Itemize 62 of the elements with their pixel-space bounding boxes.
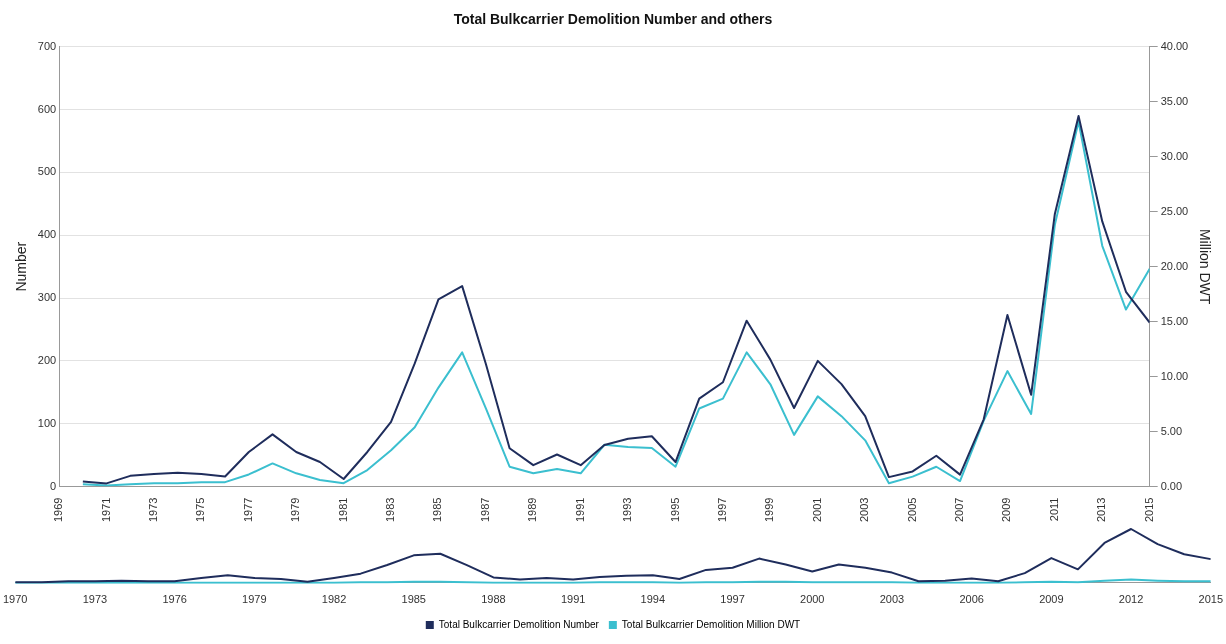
x-tick-label: 1973 bbox=[147, 497, 160, 523]
x-tick-label: 1971 bbox=[99, 497, 112, 523]
x-tick-label: 1981 bbox=[336, 497, 349, 523]
x-tick-label: 1997 bbox=[715, 497, 728, 523]
x-tick-label: 1982 bbox=[321, 593, 347, 606]
x-tick-label: 1976 bbox=[162, 593, 187, 606]
x-tick-label: 1987 bbox=[478, 497, 491, 523]
x-tick-label: 1983 bbox=[384, 497, 397, 523]
x-tick-label: 2015 bbox=[1142, 497, 1155, 523]
x-tick-label: 2007 bbox=[953, 497, 966, 523]
x-tick-label: 1977 bbox=[241, 497, 254, 523]
x-tick-label: 1973 bbox=[82, 593, 108, 606]
x-tick-label: 1991 bbox=[560, 593, 586, 606]
x-tick-label: 1994 bbox=[640, 593, 666, 606]
x-tick-label: 2011 bbox=[1047, 497, 1060, 522]
x-tick-label: 2003 bbox=[858, 497, 871, 523]
x-tick-label: 2009 bbox=[1039, 593, 1064, 606]
x-tick-label: 2001 bbox=[810, 497, 823, 523]
y2-axis-title: Million DWT bbox=[1196, 228, 1213, 305]
x-tick-label: 2015 bbox=[1198, 593, 1224, 606]
x-tick-label: 1979 bbox=[242, 593, 267, 606]
y2-tick-label: 25.00 bbox=[1160, 204, 1189, 217]
y-tick-label: 400 bbox=[37, 228, 57, 241]
x-tick-label: 1989 bbox=[526, 497, 539, 523]
x-tick-label: 1991 bbox=[573, 497, 586, 523]
x-tick-label: 1999 bbox=[763, 497, 776, 523]
legend-label: Total Bulkcarrier Demolition Number bbox=[438, 618, 600, 630]
x-tick-label: 1995 bbox=[668, 497, 681, 523]
y-axis-title: Number bbox=[13, 241, 30, 292]
y-tick-label: 200 bbox=[37, 353, 57, 366]
x-tick-label: 1969 bbox=[52, 497, 65, 523]
x-tick-label: 2013 bbox=[1095, 497, 1108, 523]
y-tick-label: 500 bbox=[37, 165, 57, 178]
x-tick-label: 1970 bbox=[2, 593, 28, 606]
x-tick-label: 1993 bbox=[621, 497, 634, 523]
y2-tick-label: 10.00 bbox=[1160, 369, 1189, 382]
x-tick-label: 1985 bbox=[431, 497, 444, 523]
x-tick-label: 1988 bbox=[481, 593, 506, 606]
y2-tick-label: 0.00 bbox=[1160, 479, 1183, 492]
y2-tick-label: 35.00 bbox=[1160, 94, 1189, 107]
y-tick-label: 600 bbox=[37, 102, 57, 115]
y-tick-label: 300 bbox=[37, 291, 57, 304]
x-tick-label: 2005 bbox=[905, 497, 918, 523]
x-tick-label: 2012 bbox=[1118, 593, 1144, 606]
x-tick-label: 2009 bbox=[1000, 497, 1013, 523]
y-tick-label: 700 bbox=[37, 39, 57, 52]
y2-tick-label: 5.00 bbox=[1160, 424, 1183, 437]
x-tick-label: 1975 bbox=[194, 497, 207, 523]
y2-tick-label: 20.00 bbox=[1160, 259, 1189, 272]
x-tick-label: 1985 bbox=[401, 593, 426, 606]
x-tick-label: 2000 bbox=[800, 593, 825, 606]
x-tick-label: 1997 bbox=[720, 593, 745, 606]
x-tick-label: 2006 bbox=[959, 593, 984, 606]
y2-tick-label: 30.00 bbox=[1160, 149, 1189, 162]
legend-label: Total Bulkcarrier Demolition Million DWT bbox=[621, 618, 801, 630]
y-tick-label: 100 bbox=[37, 416, 57, 429]
y-tick-label: 0 bbox=[50, 479, 57, 492]
chart-title: Total Bulkcarrier Demolition Number and others bbox=[453, 11, 773, 28]
y2-tick-label: 15.00 bbox=[1160, 314, 1189, 327]
x-tick-label: 2003 bbox=[879, 593, 905, 606]
x-tick-label: 1979 bbox=[289, 497, 302, 523]
y2-tick-label: 40.00 bbox=[1160, 39, 1189, 52]
